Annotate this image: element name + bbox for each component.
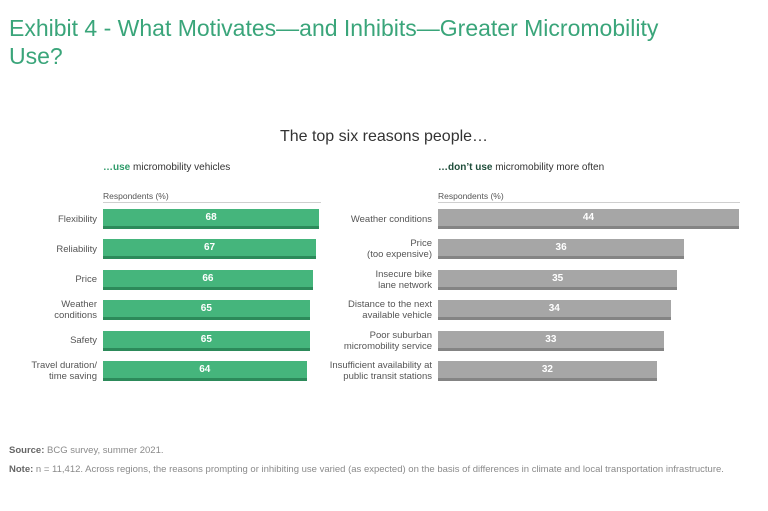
note-text: n = 11,412. Across regions, the reasons … bbox=[33, 464, 724, 475]
note-label: Note: bbox=[9, 464, 34, 475]
source-label: Source: bbox=[9, 445, 45, 456]
category-label: Flexibility bbox=[57, 213, 97, 225]
page-title: Exhibit 4 - What Motivates—and Inhibits—… bbox=[9, 15, 659, 69]
bar-value-label: 35 bbox=[552, 272, 564, 284]
source-text: BCG survey, summer 2021. bbox=[44, 445, 164, 456]
category-label: Travel duration/time saving bbox=[31, 360, 97, 382]
category-label: Price (too expensive) bbox=[367, 238, 432, 261]
bar: 68 bbox=[103, 209, 320, 229]
bar: 32 bbox=[438, 361, 657, 381]
category-label: Insecure bike lane network bbox=[375, 268, 432, 291]
bar-value-label: 34 bbox=[548, 303, 560, 315]
right-axis-label: Respondents (%) bbox=[438, 191, 504, 201]
bar: 36 bbox=[438, 239, 685, 260]
category-label: Price bbox=[75, 274, 97, 286]
bar: 66 bbox=[103, 269, 313, 290]
category-label: Distance to the next available vehicle bbox=[348, 299, 432, 322]
right-axis-rule bbox=[438, 202, 740, 203]
right-panel-title-bold: …don’t use bbox=[438, 162, 493, 173]
bar: 67 bbox=[103, 239, 317, 260]
category-label: Reliability bbox=[56, 243, 97, 255]
category-label: Weather conditions bbox=[350, 213, 432, 225]
bar: 44 bbox=[438, 209, 739, 229]
bar-value-label: 44 bbox=[582, 212, 595, 223]
right-panel-title-rest: micromobility more often bbox=[492, 162, 605, 173]
source-note: Source: BCG survey, summer 2021. bbox=[9, 445, 749, 457]
bar-value-label: 33 bbox=[545, 333, 557, 345]
bar: 65 bbox=[103, 330, 310, 351]
bar-value-label: 32 bbox=[541, 364, 553, 375]
footnote: Note: n = 11,412. Across regions, the re… bbox=[9, 464, 749, 476]
bar: 64 bbox=[103, 361, 307, 381]
bar-value-label: 65 bbox=[200, 333, 212, 345]
left-axis-label: Respondents (%) bbox=[103, 191, 169, 201]
left-axis-rule bbox=[103, 202, 321, 203]
bar-value-label: 65 bbox=[200, 303, 212, 315]
bar: 33 bbox=[438, 330, 664, 351]
bar: 35 bbox=[438, 269, 678, 290]
left-panel-title: …use micromobility vehicles bbox=[103, 162, 230, 173]
bar-value-label: 66 bbox=[202, 272, 214, 284]
left-panel-title-bold: …use bbox=[103, 162, 131, 173]
bar-value-label: 36 bbox=[555, 242, 567, 254]
category-label: Poor suburban micromobility service bbox=[343, 329, 432, 352]
bar-value-label: 67 bbox=[203, 242, 216, 254]
bar-value-label: 68 bbox=[205, 212, 217, 223]
category-label: Insufficient availability at public trans… bbox=[329, 360, 432, 382]
bar: 34 bbox=[438, 300, 671, 321]
category-label: Safety bbox=[70, 335, 97, 347]
left-panel-title-rest: micromobility vehicles bbox=[130, 162, 231, 173]
bar-value-label: 64 bbox=[199, 364, 211, 375]
chart-subtitle: The top six reasons people… bbox=[279, 128, 489, 145]
bar: 65 bbox=[103, 300, 310, 321]
category-label: Weather conditions bbox=[54, 299, 97, 322]
right-panel-title: …don’t use micromobility more often bbox=[438, 162, 604, 173]
